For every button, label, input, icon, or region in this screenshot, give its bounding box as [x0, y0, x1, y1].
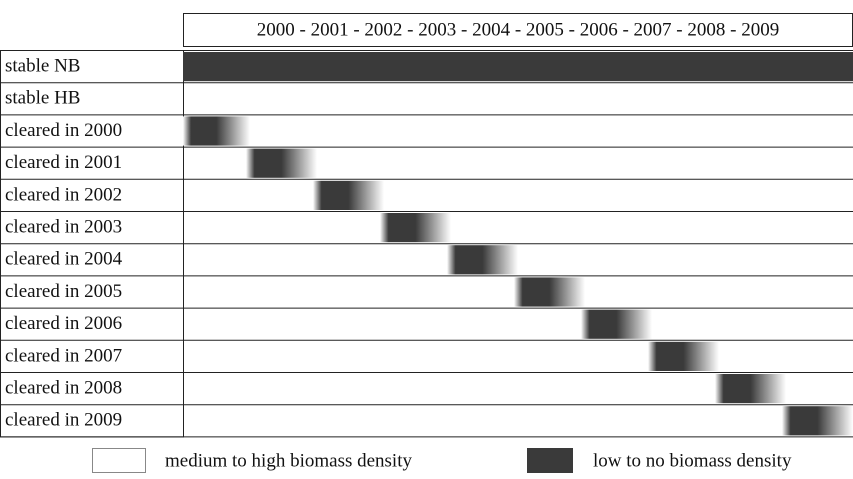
- row-label: cleared in 2006: [5, 313, 122, 334]
- bar-fade: [313, 180, 384, 210]
- bar-solid: [183, 52, 853, 82]
- bar-fade: [183, 116, 250, 146]
- bar-fade: [648, 341, 719, 371]
- row-label: cleared in 2001: [5, 152, 122, 173]
- legend-swatch-light: [92, 448, 146, 473]
- row-label: cleared in 2004: [5, 249, 123, 270]
- bar-fade: [514, 277, 585, 307]
- row-label: cleared in 2007: [5, 345, 122, 366]
- row-label: stable HB: [5, 88, 80, 109]
- row-label: cleared in 2002: [5, 184, 122, 205]
- bar-fade: [782, 406, 853, 436]
- row-label: stable NB: [5, 55, 80, 76]
- row-label: cleared in 2009: [5, 410, 122, 431]
- bar-fade: [246, 148, 317, 178]
- bar-fade: [715, 374, 786, 404]
- header-title: 2000 - 2001 - 2002 - 2003 - 2004 - 2005 …: [257, 19, 779, 40]
- bar-fade: [581, 309, 652, 339]
- legend-label: low to no biomass density: [593, 450, 792, 471]
- row-label: cleared in 2003: [5, 216, 122, 237]
- row-label: cleared in 2000: [5, 120, 122, 141]
- row-label: cleared in 2008: [5, 377, 122, 398]
- row-label: cleared in 2005: [5, 281, 122, 302]
- bar-fade: [380, 213, 451, 243]
- legend-label: medium to high biomass density: [165, 450, 412, 471]
- legend-swatch-dark: [527, 448, 573, 473]
- bar-fade: [447, 245, 518, 275]
